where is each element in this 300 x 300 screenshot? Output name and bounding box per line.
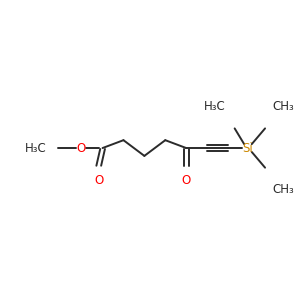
Text: O: O [76, 142, 85, 154]
Text: O: O [182, 174, 191, 187]
Text: Si: Si [243, 142, 253, 154]
Text: O: O [94, 174, 104, 187]
Text: H₃C: H₃C [25, 142, 46, 154]
Text: H₃C: H₃C [203, 100, 225, 113]
Text: CH₃: CH₃ [273, 183, 294, 196]
Text: CH₃: CH₃ [273, 100, 294, 113]
